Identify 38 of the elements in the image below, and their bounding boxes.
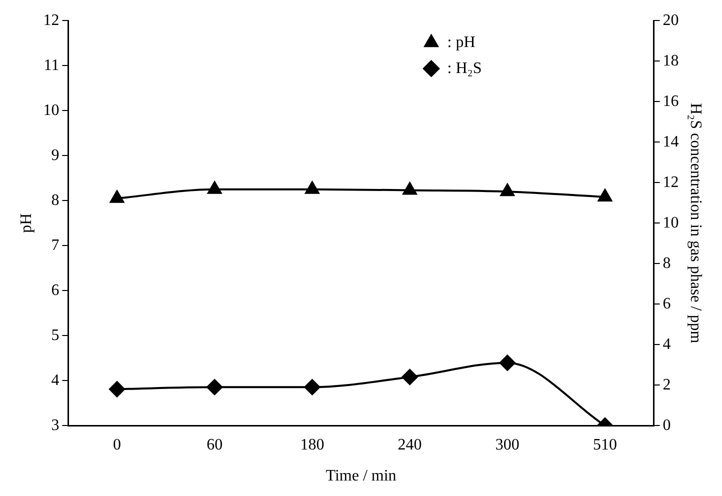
x-axis-title: Time / min bbox=[326, 468, 396, 485]
y2-tick-label: 16 bbox=[662, 92, 679, 110]
y-tick-label: 8 bbox=[51, 192, 60, 209]
x-tick-label: 240 bbox=[398, 436, 422, 454]
point bbox=[500, 184, 514, 196]
point bbox=[402, 182, 417, 195]
y2-tick-label: 8 bbox=[662, 254, 671, 272]
point bbox=[598, 189, 612, 202]
y2-tick-label: 20 bbox=[662, 12, 679, 29]
y-tick-label: 4 bbox=[51, 372, 60, 389]
point bbox=[110, 190, 124, 203]
y-tick-label: 12 bbox=[43, 12, 60, 29]
y-tick-label: 3 bbox=[51, 416, 60, 434]
y2-tick-label: 4 bbox=[662, 336, 671, 353]
y-axis-title: pH bbox=[18, 212, 35, 233]
point bbox=[208, 181, 222, 194]
y2-tick-label: 6 bbox=[662, 295, 671, 312]
y-tick-label: 6 bbox=[51, 282, 60, 299]
y2-tick-label: 0 bbox=[662, 416, 671, 434]
y2-tick-label: 14 bbox=[662, 133, 679, 150]
y-tick-label: 5 bbox=[51, 326, 60, 344]
x-tick-label: 180 bbox=[300, 436, 324, 454]
legend-label: : pH bbox=[447, 34, 476, 51]
x-tick-label: 60 bbox=[206, 436, 223, 454]
point bbox=[305, 181, 320, 194]
y-tick-label: 10 bbox=[43, 102, 60, 119]
y2-tick-label: 12 bbox=[662, 174, 679, 191]
y-tick-label: 9 bbox=[51, 146, 60, 164]
y-tick-label: 11 bbox=[44, 56, 60, 74]
y2-tick-label: 2 bbox=[662, 376, 671, 394]
y-tick-label: 7 bbox=[51, 236, 60, 254]
x-tick-label: 300 bbox=[495, 436, 520, 454]
legend-label: : H₂S bbox=[447, 60, 482, 77]
x-tick-label: 510 bbox=[593, 436, 617, 454]
x-tick-label: 0 bbox=[113, 436, 121, 454]
y2-axis-title: H₂S concentration in gas phase / ppm bbox=[687, 103, 704, 344]
y2-tick-label: 10 bbox=[662, 214, 679, 232]
y2-tick-label: 18 bbox=[662, 52, 679, 70]
